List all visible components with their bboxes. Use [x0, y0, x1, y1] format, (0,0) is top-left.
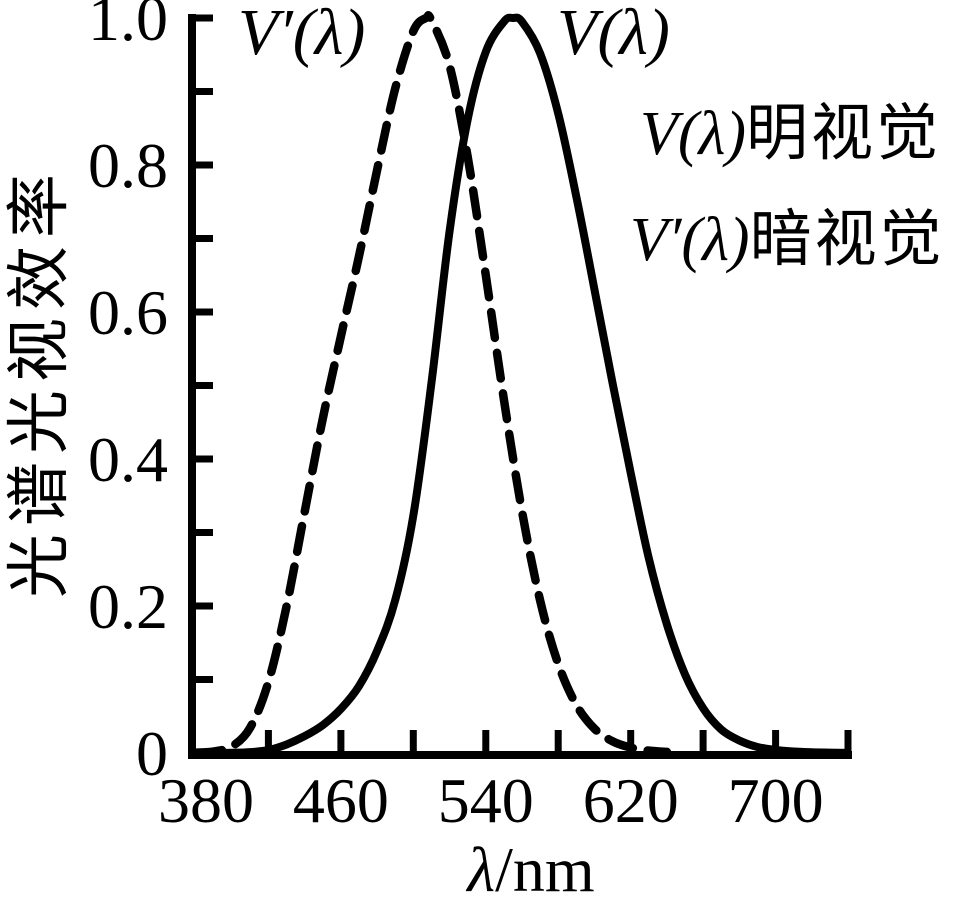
svg-text:1.0: 1.0 [88, 0, 168, 54]
legend-photopic-symbol: V(λ) [640, 100, 747, 168]
legend-scotopic-text: 暗视觉 [749, 206, 945, 274]
curves [191, 11, 852, 757]
svg-text:700: 700 [728, 765, 824, 836]
svg-text:0.4: 0.4 [88, 424, 168, 495]
x-axis-title: λ/nm [411, 836, 651, 904]
svg-text:540: 540 [438, 765, 534, 836]
svg-text:0.2: 0.2 [88, 571, 168, 642]
y-axis-title: 光谱光视效率 [4, 166, 75, 598]
axis-tick-labels: 0 0.2 0.4 0.6 0.8 1.0 380 460 540 620 700 [88, 0, 824, 836]
svg-text:0.8: 0.8 [88, 130, 168, 201]
svg-text:0: 0 [136, 718, 168, 789]
photopic-curve-label: V(λ) [557, 0, 670, 69]
svg-text:620: 620 [583, 765, 679, 836]
legend-photopic: V(λ)明视觉 [640, 100, 941, 168]
svg-text:0.6: 0.6 [88, 277, 168, 348]
x-axis-title-lambda: λ [467, 834, 496, 905]
scotopic-curve-label: V′(λ) [238, 0, 366, 69]
svg-text:380: 380 [158, 765, 254, 836]
axes [188, 14, 852, 759]
photopic-curve [192, 13, 852, 757]
svg-text:460: 460 [293, 765, 389, 836]
legend-scotopic: V′(λ)暗视觉 [630, 206, 945, 274]
x-axis-title-unit: /nm [495, 834, 595, 905]
legend-photopic-text: 明视觉 [746, 100, 942, 168]
scotopic-curve [191, 11, 672, 757]
legend-scotopic-symbol: V′(λ) [630, 206, 750, 274]
